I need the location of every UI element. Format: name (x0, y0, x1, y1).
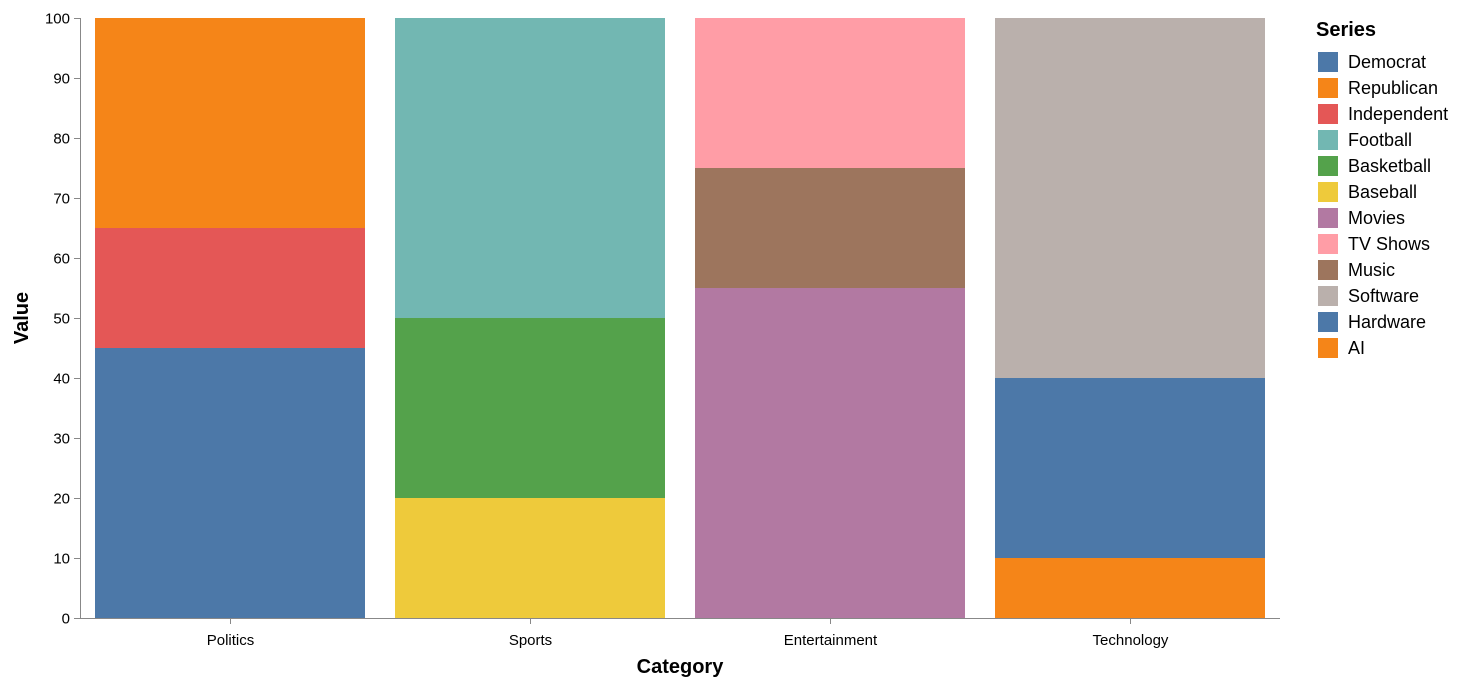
x-tick-label-technology: Technology (1093, 632, 1169, 649)
legend-label-football: Football (1348, 130, 1412, 150)
legend-swatch-basketball (1318, 156, 1338, 176)
legend-swatch-republican (1318, 78, 1338, 98)
legend-label-hardware: Hardware (1348, 312, 1426, 332)
bar-sports-football (395, 18, 665, 318)
bar-technology-software (995, 18, 1265, 378)
legend-swatch-music (1318, 260, 1338, 280)
x-tick-label-entertainment: Entertainment (784, 632, 878, 649)
legend-swatch-software (1318, 286, 1338, 306)
bar-politics-independent (95, 228, 365, 348)
legend-label-music: Music (1348, 260, 1395, 280)
legend-label-independent: Independent (1348, 104, 1448, 124)
legend-label-tv-shows: TV Shows (1348, 234, 1430, 254)
bar-entertainment-tv-shows (695, 18, 965, 168)
y-tick-label: 0 (62, 611, 70, 628)
legend-label-software: Software (1348, 286, 1419, 306)
y-tick-label: 90 (53, 71, 70, 88)
x-tick-label-politics: Politics (207, 632, 255, 649)
legend: Series Democrat Republican Independent Foot… (1316, 19, 1448, 358)
bars-layer (95, 18, 1265, 618)
y-tick-label: 10 (53, 551, 70, 568)
y-tick-label: 60 (53, 251, 70, 268)
legend-swatch-baseball (1318, 182, 1338, 202)
y-tick-label: 30 (53, 431, 70, 448)
bar-sports-baseball (395, 498, 665, 618)
x-axis: Politics Sports Entertainment Technology (80, 618, 1280, 649)
bar-technology-hardware (995, 378, 1265, 558)
legend-label-basketball: Basketball (1348, 156, 1431, 176)
y-tick-label: 80 (53, 131, 70, 148)
legend-label-baseball: Baseball (1348, 182, 1417, 202)
bar-entertainment-movies (695, 288, 965, 618)
y-tick-label: 50 (53, 311, 70, 328)
y-tick-label: 40 (53, 371, 70, 388)
legend-label-democrat: Democrat (1348, 52, 1426, 72)
legend-swatch-democrat (1318, 52, 1338, 72)
legend-title: Series (1316, 19, 1376, 41)
y-tick-label: 100 (45, 11, 70, 28)
bar-entertainment-music (695, 168, 965, 288)
bar-politics-republican (95, 18, 365, 228)
legend-swatch-movies (1318, 208, 1338, 228)
legend-label-ai: AI (1348, 338, 1365, 358)
legend-swatch-independent (1318, 104, 1338, 124)
bar-politics-democrat (95, 348, 365, 618)
y-axis: 0 10 20 30 40 50 60 70 80 90 100 (45, 11, 81, 628)
legend-swatch-hardware (1318, 312, 1338, 332)
bar-sports-basketball (395, 318, 665, 498)
legend-swatch-ai (1318, 338, 1338, 358)
y-tick-label: 70 (53, 191, 70, 208)
y-axis-title: Value (11, 292, 33, 344)
legend-label-republican: Republican (1348, 78, 1438, 98)
legend-swatch-tv-shows (1318, 234, 1338, 254)
y-tick-label: 20 (53, 491, 70, 508)
legend-label-movies: Movies (1348, 208, 1405, 228)
x-tick-label-sports: Sports (509, 632, 552, 649)
bar-technology-ai (995, 558, 1265, 618)
legend-swatch-football (1318, 130, 1338, 150)
x-axis-title: Category (637, 656, 725, 678)
